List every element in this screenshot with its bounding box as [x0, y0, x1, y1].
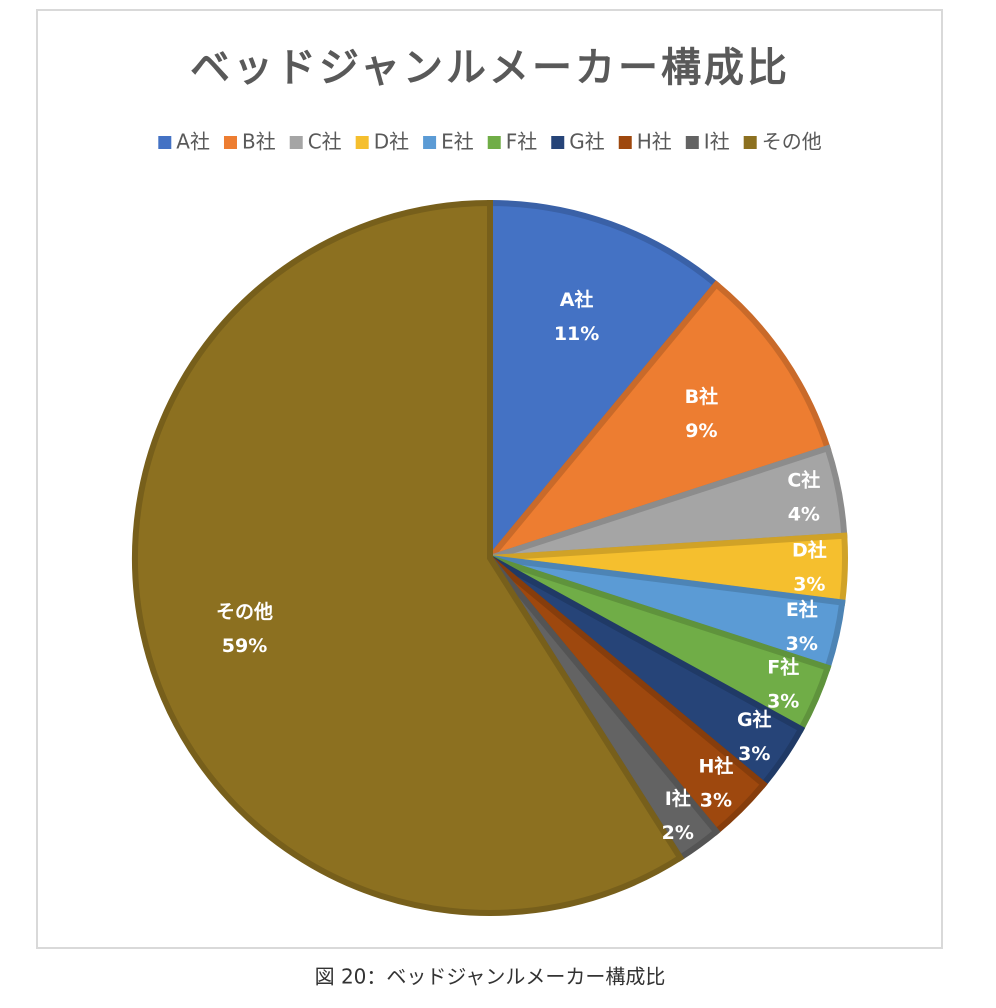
- legend-swatch: [685, 136, 699, 149]
- legend-label: E社: [441, 130, 474, 154]
- legend-label: G社: [569, 130, 605, 154]
- pie-slice: [487, 199, 721, 567]
- legend-label: B社: [242, 130, 276, 154]
- legend-swatch: [551, 136, 565, 149]
- data-label-name: その他: [216, 600, 273, 623]
- legend-swatch: [289, 136, 303, 149]
- data-label-name: I社: [665, 787, 691, 810]
- data-label-value: 3%: [738, 743, 770, 765]
- legend-label: I社: [704, 130, 730, 154]
- legend-label: D社: [374, 130, 409, 154]
- data-label-name: F社: [767, 655, 799, 678]
- data-label-value: 11%: [554, 323, 599, 345]
- data-label-value: 3%: [767, 690, 799, 712]
- pie-slice: [132, 199, 685, 916]
- data-label-value: 2%: [662, 822, 694, 844]
- legend-swatch: [743, 136, 757, 149]
- data-label-name: E社: [786, 598, 818, 621]
- legend-label: C社: [308, 130, 342, 154]
- legend-label: F社: [506, 130, 538, 154]
- pie-slice: [481, 280, 832, 565]
- legend-label: その他: [762, 130, 822, 154]
- data-label-value: 9%: [685, 420, 717, 442]
- legend: A社 B社 C社 D社 E社 F社 G社 H社 I社 その他: [158, 130, 822, 154]
- data-label-value: 4%: [788, 504, 820, 526]
- legend-label: H社: [637, 130, 672, 154]
- data-label-value: 59%: [222, 635, 267, 657]
- legend-swatch: [223, 136, 237, 149]
- legend-swatch: [618, 136, 632, 149]
- legend-swatch: [487, 136, 501, 149]
- legend-swatch: [355, 136, 369, 149]
- legend-swatch: [423, 136, 437, 149]
- data-label-name: C社: [787, 469, 820, 492]
- legend-label: A社: [176, 130, 210, 154]
- data-label-value: 3%: [793, 574, 825, 596]
- data-label-name: G社: [737, 708, 772, 731]
- data-label-name: A社: [560, 288, 594, 311]
- legend-swatch: [158, 136, 172, 149]
- data-label-name: B社: [685, 385, 718, 408]
- data-label-value: 3%: [700, 789, 732, 811]
- data-label-name: H社: [698, 754, 733, 777]
- caption: 図 20：ベッドジャンルメーカー構成比: [315, 965, 666, 989]
- data-label-name: D社: [792, 539, 827, 562]
- data-label-value: 3%: [786, 633, 818, 655]
- chart-title: ベッドジャンルメーカー構成比: [190, 45, 790, 91]
